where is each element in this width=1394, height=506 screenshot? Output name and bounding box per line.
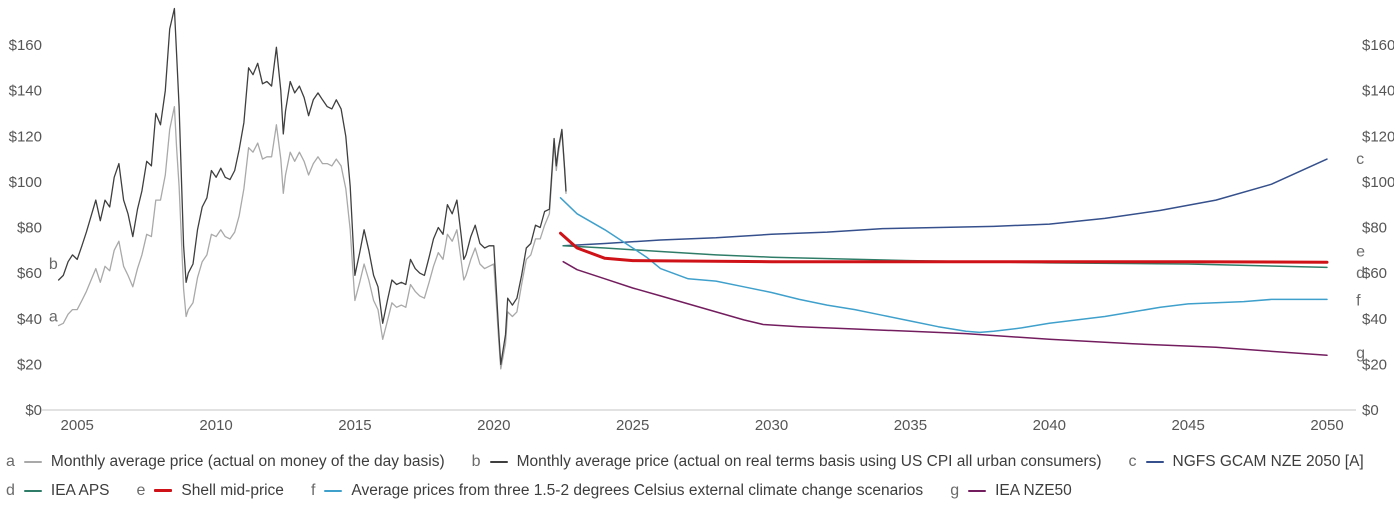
legend-letter: d [6,481,15,499]
y-axis-label-left: $80 [17,220,42,237]
y-axis-label-right: $160 [1362,37,1394,54]
series-d-line [562,245,1328,269]
x-axis-label: 2005 [61,417,94,434]
x-axis-label: 2010 [199,417,232,434]
legend-line-swatch [23,489,42,492]
series-e-line [559,231,1329,264]
series-g-line [562,260,1328,357]
legend-label: Monthly average price (actual on money o… [50,452,445,470]
legend-item-b: b Monthly average price (actual on real t… [472,453,1102,471]
legend-item-a: a Monthly average price (actual on money … [6,453,445,471]
x-axis-label: 2045 [1171,417,1204,434]
legend-label: Shell mid-price [181,481,284,499]
x-axis-label: 2015 [338,417,371,434]
legend-label: IEA NZE50 [995,481,1072,499]
legend-item-c: c NGFS GCAM NZE 2050 [A] [1129,453,1364,471]
y-axis-label-right: $20 [1362,356,1387,373]
y-axis-label-right: $120 [1362,128,1394,145]
series-e-letter: e [1356,243,1365,260]
legend-item-e: e Shell mid-price [137,482,284,500]
legend-letter: e [136,481,146,499]
legend-row: a Monthly average price (actual on money … [0,447,1394,476]
x-axis-label: 2035 [894,417,927,434]
y-axis-label-right: $60 [1362,265,1387,282]
y-axis-label-right: $40 [1362,311,1387,328]
y-axis-label-right: $80 [1362,220,1387,237]
series-a-line [57,105,567,370]
legend-item-f: f Average prices from three 1.5-2 degrees… [311,482,923,500]
x-axis-label: 2020 [477,417,510,434]
legend-item-g: g IEA NZE50 [950,482,1072,500]
y-axis-label-left: $120 [9,128,42,145]
legend-label: IEA APS [50,481,110,499]
legend-letter: b [471,452,481,470]
legend-line-swatch [324,489,343,492]
legend-line-swatch [968,489,987,492]
legend-label: Average prices from three 1.5-2 degrees … [351,481,924,499]
y-axis-label-left: $140 [9,83,42,100]
y-axis-label-left: $160 [9,37,42,54]
legend-row: d IEA APS e Shell mid-price f Average prices … [0,476,1394,505]
legend-line-swatch [23,460,42,463]
y-axis-label-left: $100 [9,174,42,191]
chart-legend: a Monthly average price (actual on money … [0,447,1394,505]
x-axis-label: 2030 [755,417,788,434]
legend-letter: c [1128,452,1137,470]
x-axis-label: 2025 [616,417,649,434]
series-g-letter: g [1356,345,1365,362]
y-axis-label-right: $140 [1362,83,1394,100]
y-axis-label-left: $20 [17,356,42,373]
legend-letter: f [310,481,316,499]
legend-label: NGFS GCAM NZE 2050 [A] [1172,452,1364,470]
legend-letter: a [6,452,15,470]
legend-label: Monthly average price (actual on real te… [516,452,1102,470]
y-axis-label-right: $100 [1362,174,1394,191]
legend-letter: g [950,481,960,499]
y-axis-label-right: $0 [1362,402,1379,419]
legend-line-swatch [1145,460,1164,463]
y-axis-label-left: $0 [25,402,42,419]
legend-line-swatch [154,489,173,492]
series-b-letter: b [49,256,58,273]
y-axis-label-left: $60 [17,265,42,282]
series-c-line [562,158,1328,247]
series-a-letter: a [49,308,58,325]
series-c-letter: c [1356,151,1364,168]
series-b-line [57,7,567,366]
legend-line-swatch [489,460,508,463]
price-chart-svg: $0 $0 $20 $20 $40 $40 $60 $60 $80 $80 $100 $100 $120… [9,7,1394,434]
series-f-line [559,197,1328,334]
y-axis-label-left: $40 [17,311,42,328]
x-axis-label: 2040 [1033,417,1066,434]
legend-item-d: d IEA APS [6,482,110,500]
series-d-letter: d [1356,265,1365,282]
series-f-letter: f [1356,293,1361,310]
x-axis-label: 2050 [1310,417,1343,434]
